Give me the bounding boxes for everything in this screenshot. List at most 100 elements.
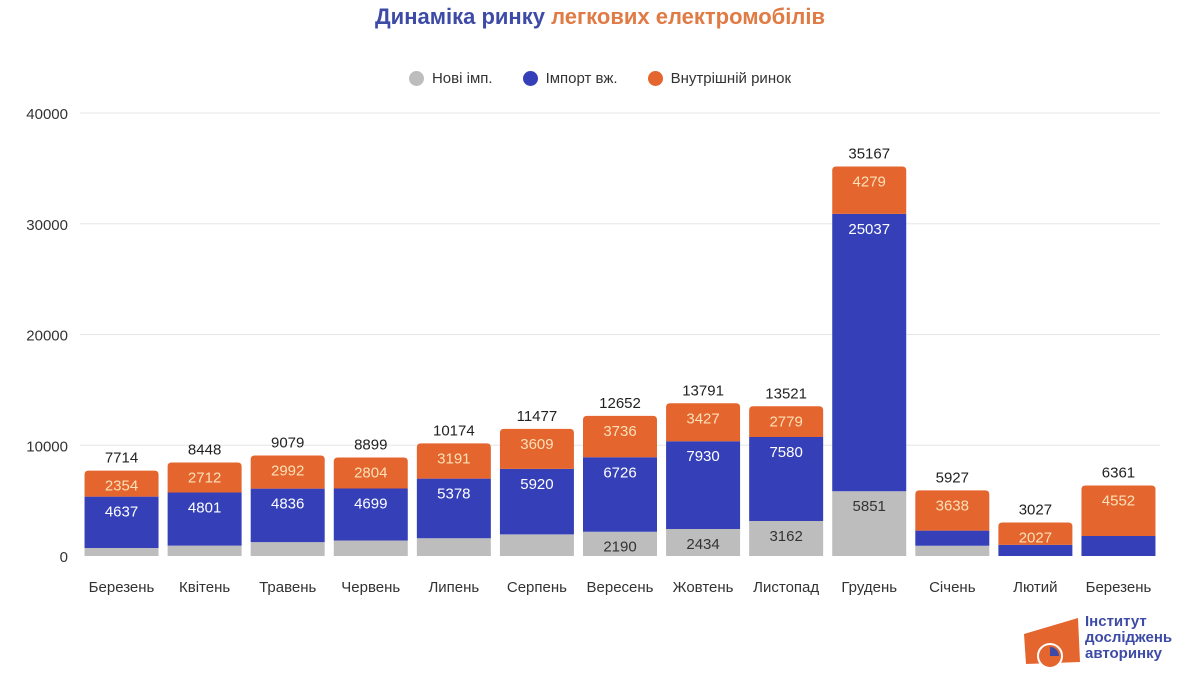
legend-item-domestic[interactable]: Внутрішній ринок [647, 70, 792, 87]
chart-title-part2: легкових електромобілів [551, 4, 825, 29]
data-label: 3609 [520, 436, 553, 453]
bar-segment [749, 437, 824, 521]
data-label: 5920 [520, 476, 553, 493]
legend-item-used-import[interactable]: Імпорт вж. [522, 70, 618, 87]
total-label: 35167 [848, 146, 890, 163]
bar-segment [167, 545, 242, 556]
data-label: 3736 [603, 423, 636, 440]
y-tick-label: 40000 [26, 106, 68, 123]
bar-segment [915, 490, 990, 531]
x-tick-label: Березень [1086, 579, 1152, 596]
x-tick-label: Вересень [587, 579, 654, 596]
data-label: 4637 [105, 504, 138, 521]
bar-segment [666, 403, 741, 442]
bar-segment [333, 540, 408, 556]
data-label: 25037 [848, 221, 890, 238]
data-label: 2992 [271, 462, 304, 479]
data-label: 4552 [1102, 493, 1135, 510]
bar-segment [333, 457, 408, 489]
bar-segment [84, 496, 159, 548]
data-label: 2779 [769, 413, 802, 430]
data-label: 4836 [271, 496, 304, 513]
bar-segment [499, 428, 574, 469]
bar-segment [832, 491, 907, 556]
logo-line-2: досліджень [1085, 629, 1173, 646]
total-label: 3027 [1019, 501, 1052, 518]
chart-title-part1: Динаміка ринку [375, 4, 545, 29]
data-label: 2190 [603, 539, 636, 556]
bar-segment [250, 455, 325, 489]
total-label: 13521 [765, 385, 807, 402]
bar-segment [499, 468, 574, 535]
data-label: 4801 [188, 499, 221, 516]
legend-label-domestic: Внутрішній ринок [670, 70, 792, 87]
total-label: 11477 [517, 408, 558, 425]
y-tick-label: 20000 [26, 328, 68, 345]
x-tick-label: Листопад [753, 579, 819, 596]
bar-segment [666, 441, 741, 530]
bar-segment [416, 443, 491, 479]
x-tick-label: Лютий [1013, 579, 1057, 596]
chart-title: Динаміка ринку легкових електромобілів [0, 4, 1200, 30]
total-label: 12652 [599, 395, 641, 412]
x-tick-label: Жовтень [673, 579, 734, 596]
x-tick-label: Червень [341, 579, 400, 596]
y-tick-label: 0 [60, 549, 68, 566]
total-label: 9079 [271, 434, 304, 451]
bar-segment [583, 457, 657, 532]
bar-segment [250, 542, 325, 556]
data-label: 3638 [936, 497, 969, 514]
y-tick-label: 10000 [26, 438, 68, 455]
bar-segment [84, 547, 159, 556]
data-label: 2712 [188, 469, 221, 486]
y-tick-label: 30000 [26, 217, 68, 234]
logo-line-1: Інститут [1085, 613, 1147, 630]
bar-segment [583, 415, 657, 458]
data-label: 2804 [354, 464, 387, 481]
total-label: 7714 [105, 450, 138, 467]
logo-line-3: авторинку [1085, 645, 1162, 662]
logo-icon [1024, 618, 1080, 669]
data-label: 3162 [769, 528, 802, 545]
legend-label-new-import: Нові імп. [431, 70, 493, 87]
bar-segment [167, 492, 242, 546]
bar-segment [1081, 535, 1156, 556]
bar-segment [167, 462, 242, 493]
bar-segment [250, 488, 325, 543]
legend-swatch-domestic [647, 71, 663, 86]
data-label: 3191 [437, 450, 470, 467]
x-tick-label: Березень [89, 579, 155, 596]
bar-segment [583, 531, 657, 556]
x-tick-label: Грудень [841, 579, 897, 596]
total-label: 10174 [433, 422, 475, 439]
data-label: 2434 [686, 536, 719, 553]
bar-segment [832, 213, 907, 492]
data-label: 2027 [1019, 529, 1052, 546]
bar-segment [998, 522, 1073, 545]
x-tick-label: Серпень [507, 579, 567, 596]
data-label: 4279 [853, 174, 886, 191]
bar-segment [749, 406, 824, 438]
bar-segment [915, 530, 990, 546]
data-label: 4699 [354, 495, 387, 512]
total-label: 5927 [936, 469, 969, 486]
legend-swatch-used-import [522, 71, 538, 86]
data-label: 6726 [603, 464, 636, 481]
bar-segment [416, 478, 491, 539]
data-label: 5378 [437, 486, 470, 503]
bar-segment [499, 534, 574, 556]
x-tick-label: Травень [259, 579, 316, 596]
data-label: 7580 [769, 444, 802, 461]
bar-segment [416, 538, 491, 556]
legend-label-used-import: Імпорт вж. [545, 70, 618, 87]
bar-segment [749, 520, 824, 556]
x-tick-label: Січень [929, 579, 976, 596]
total-label: 8448 [188, 441, 221, 458]
bar-segment [998, 544, 1073, 556]
bar-segment [915, 545, 990, 556]
legend-item-new-import[interactable]: Нові імп. [408, 70, 493, 87]
logo-text: Інститут досліджень авторинку [1085, 614, 1172, 662]
data-label: 2354 [105, 478, 138, 495]
legend: Нові імп. Імпорт вж. Внутрішній ринок [0, 70, 1200, 87]
x-tick-label: Квітень [179, 579, 230, 596]
